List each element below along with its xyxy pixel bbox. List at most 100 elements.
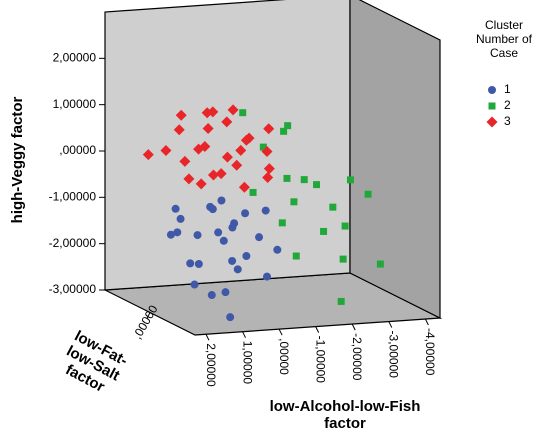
point bbox=[219, 236, 228, 245]
y-tick-label: 1,00000 bbox=[53, 97, 97, 111]
legend-title: Cluster Number of Case bbox=[475, 18, 533, 60]
point bbox=[228, 256, 237, 265]
point bbox=[283, 174, 291, 182]
point bbox=[263, 123, 275, 135]
legend-marker bbox=[488, 86, 496, 94]
point bbox=[241, 209, 250, 218]
point bbox=[231, 159, 243, 171]
point bbox=[261, 145, 273, 157]
point bbox=[364, 190, 372, 198]
point bbox=[215, 168, 227, 180]
point bbox=[262, 172, 274, 184]
x-tick-label: -3,00000 bbox=[387, 331, 401, 379]
point bbox=[186, 259, 195, 268]
point bbox=[221, 151, 233, 163]
point bbox=[242, 252, 251, 261]
point bbox=[173, 228, 182, 237]
point bbox=[193, 231, 202, 240]
point bbox=[259, 143, 267, 151]
point bbox=[221, 116, 233, 128]
point bbox=[194, 259, 203, 268]
x-axis-title: low-Alcohol-low-Fish factor bbox=[269, 398, 421, 432]
point bbox=[249, 188, 257, 196]
legend-label: 1 bbox=[504, 82, 511, 96]
x-tick bbox=[278, 328, 283, 336]
x-tick-label: -4,00000 bbox=[423, 328, 437, 376]
point bbox=[166, 230, 175, 239]
legend-marker bbox=[486, 116, 498, 128]
point bbox=[376, 260, 384, 268]
point bbox=[199, 141, 211, 153]
point bbox=[195, 178, 207, 190]
point bbox=[290, 198, 298, 206]
point bbox=[235, 144, 247, 156]
point bbox=[176, 214, 185, 223]
point bbox=[238, 181, 250, 193]
x-tick bbox=[424, 318, 429, 326]
x-tick-label: ,00000 bbox=[277, 338, 291, 375]
legend-label: 2 bbox=[504, 98, 511, 112]
point bbox=[142, 149, 154, 161]
z-tick bbox=[146, 312, 151, 319]
point bbox=[292, 252, 300, 260]
x-tick bbox=[388, 321, 393, 328]
y-axis-title: high-Veggy factor bbox=[9, 97, 26, 224]
x-tick-label: 1,00000 bbox=[240, 341, 254, 385]
point bbox=[239, 109, 247, 117]
point bbox=[263, 163, 275, 175]
legend-marker bbox=[488, 102, 496, 110]
x-tick-label: -2,00000 bbox=[350, 333, 364, 381]
y-tick-label: -2,00000 bbox=[49, 236, 97, 250]
x-tick-label: -1,00000 bbox=[313, 336, 327, 384]
back-wall bbox=[104, 0, 351, 291]
point bbox=[217, 196, 226, 205]
x-tick bbox=[315, 326, 320, 333]
y-tick-label: -1,00000 bbox=[49, 190, 97, 204]
point bbox=[329, 203, 337, 211]
point bbox=[284, 122, 292, 130]
point bbox=[190, 280, 199, 289]
point bbox=[208, 205, 217, 214]
point bbox=[273, 245, 282, 254]
point bbox=[261, 206, 270, 215]
point bbox=[341, 222, 349, 230]
point bbox=[300, 176, 308, 184]
x-tick-label: 2,00000 bbox=[204, 343, 218, 387]
point bbox=[227, 104, 239, 116]
y-tick-label: ,00000 bbox=[59, 143, 96, 157]
point bbox=[160, 144, 172, 156]
x-tick bbox=[242, 331, 246, 338]
y-tick-label: 2,00000 bbox=[53, 51, 97, 65]
point bbox=[243, 132, 255, 144]
legend-label: 3 bbox=[504, 114, 511, 128]
y-tick-label: -3,00000 bbox=[49, 282, 97, 296]
point bbox=[255, 233, 264, 242]
point bbox=[320, 227, 328, 235]
point bbox=[337, 297, 345, 305]
z-tick-label: ,00000 bbox=[130, 302, 161, 341]
point bbox=[179, 155, 191, 167]
point bbox=[226, 313, 235, 322]
point bbox=[230, 219, 239, 228]
point bbox=[171, 204, 180, 213]
x-tick bbox=[205, 334, 210, 341]
point bbox=[183, 173, 195, 185]
point bbox=[207, 169, 219, 181]
point bbox=[280, 127, 288, 135]
point bbox=[221, 288, 230, 297]
point bbox=[207, 291, 216, 300]
point bbox=[346, 176, 354, 184]
point bbox=[173, 124, 185, 136]
side-wall bbox=[349, 0, 441, 319]
point bbox=[339, 255, 347, 263]
point bbox=[233, 265, 242, 274]
x-tick bbox=[351, 323, 356, 331]
point bbox=[202, 122, 214, 134]
point bbox=[263, 272, 272, 281]
point bbox=[175, 109, 187, 121]
point bbox=[214, 228, 223, 237]
point bbox=[313, 181, 321, 189]
point bbox=[278, 219, 286, 227]
